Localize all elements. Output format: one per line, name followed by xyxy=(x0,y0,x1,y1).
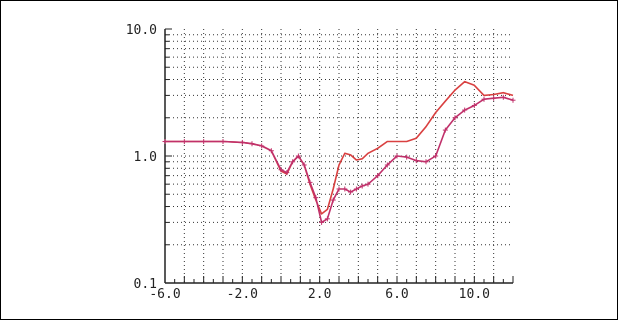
series-2-point xyxy=(510,97,516,103)
series-2-point xyxy=(307,179,313,185)
series-2-point xyxy=(404,154,410,160)
series-2-point xyxy=(249,141,255,147)
x-tick-label: 6.0 xyxy=(385,287,408,302)
series-2-point xyxy=(394,153,400,159)
series-2-point xyxy=(452,115,458,121)
series-2-point xyxy=(239,139,245,145)
series-2-point xyxy=(201,139,207,145)
series-2-point xyxy=(284,170,290,176)
series-2-point xyxy=(162,139,168,145)
series-2-point xyxy=(462,107,468,113)
series-2-point xyxy=(481,96,487,102)
series-2-point xyxy=(375,173,381,179)
series-2-point xyxy=(220,139,226,145)
y-tick-label: 1.0 xyxy=(134,150,157,165)
series-2-point xyxy=(433,153,439,159)
series-2-point xyxy=(342,186,348,192)
series-2-point xyxy=(423,159,429,165)
series-2-point xyxy=(259,143,265,149)
series-2-point xyxy=(471,102,477,108)
axes xyxy=(164,28,514,284)
series-2-point xyxy=(278,167,284,173)
series-2-point xyxy=(365,181,371,187)
series-2-point xyxy=(330,197,336,203)
series-2-point xyxy=(442,127,448,133)
series-2-point xyxy=(491,95,497,101)
x-tick-label: 2.0 xyxy=(308,287,331,302)
series-2-point xyxy=(295,153,301,159)
series-2-point xyxy=(268,148,274,154)
x-tick-label: -2.0 xyxy=(227,287,258,302)
tick-labels: -6.0 -2.0 2.0 6.0 10.0 0.1 1.0 10.0 xyxy=(126,23,490,302)
y-tick-label: 10.0 xyxy=(126,23,157,38)
series-2-line xyxy=(165,96,514,224)
series-2-point xyxy=(413,158,419,164)
series-2-point xyxy=(353,186,359,192)
x-tick-label: -6.0 xyxy=(149,287,180,302)
series-2-point xyxy=(290,159,296,165)
grid-lines xyxy=(165,29,513,283)
series-2-point xyxy=(324,216,330,222)
series-2-point xyxy=(348,189,354,195)
series-2-point xyxy=(319,219,325,225)
series-2-point xyxy=(384,162,390,168)
y-tick-label: 0.1 xyxy=(134,277,157,292)
series-2-point xyxy=(500,94,506,100)
series-layer xyxy=(162,80,516,225)
series-2-point xyxy=(181,139,187,145)
series-2-point xyxy=(336,186,342,192)
series-2-point xyxy=(359,183,365,189)
series-2-point xyxy=(313,195,319,201)
series-2-point xyxy=(301,162,307,168)
x-tick-label: 10.0 xyxy=(459,287,490,302)
